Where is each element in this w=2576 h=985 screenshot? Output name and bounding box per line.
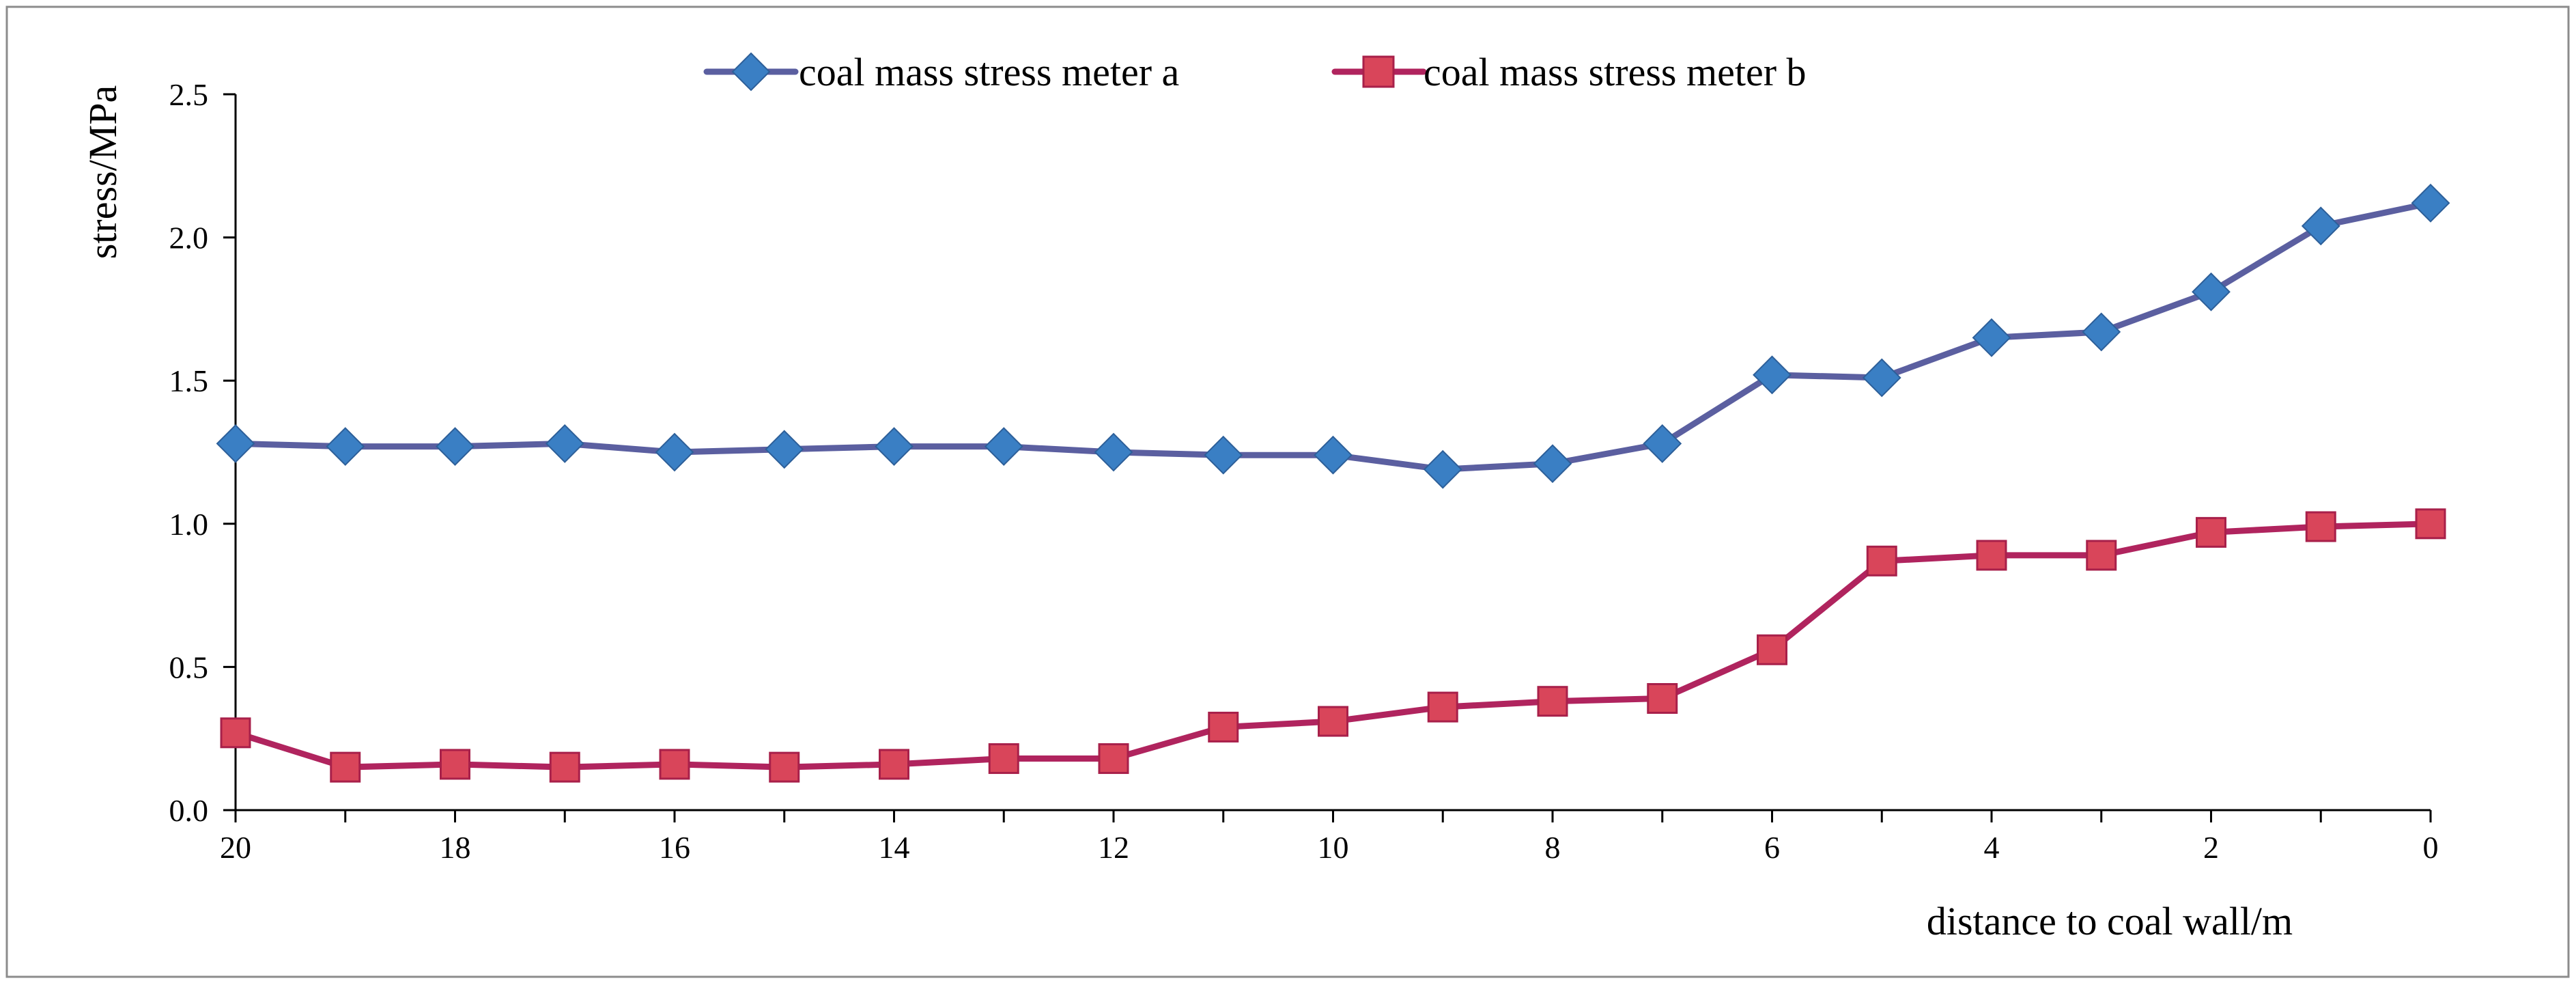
data-point-diamond [1643, 424, 1682, 463]
data-point-square [1318, 706, 1348, 737]
data-point-square [2305, 511, 2336, 542]
legend-marker-diamond [731, 52, 771, 92]
x-axis: 20 18 16 14 12 10 8 6 4 2 0 [220, 809, 2439, 865]
data-point-square [1757, 634, 1787, 665]
data-point-square [1647, 683, 1678, 715]
data-point-diamond [326, 427, 365, 467]
y-tick-label: 0.5 [169, 650, 209, 684]
data-point-diamond [1862, 358, 1901, 398]
x-tick-label: 10 [1318, 830, 1349, 865]
data-point-square [1537, 686, 1568, 717]
series-a [216, 183, 2450, 489]
x-tick-label: 2 [2203, 830, 2219, 865]
series-b [220, 508, 2446, 783]
chart-frame [5, 5, 2570, 978]
y-tick-label: 2.5 [169, 77, 209, 112]
data-point-square [440, 749, 470, 780]
legend: coal mass stress meter a coal mass stres… [703, 50, 1807, 94]
legend-item-series-a: coal mass stress meter a [703, 50, 1179, 94]
data-point-diamond [2082, 312, 2121, 352]
data-point-diamond [436, 427, 475, 467]
data-point-diamond [1423, 449, 1462, 489]
data-point-square [1098, 743, 1129, 775]
data-point-diamond [2192, 272, 2231, 311]
data-point-square [220, 717, 251, 749]
data-point-diamond [765, 430, 804, 469]
data-point-square [2086, 540, 2117, 571]
data-point-square [769, 751, 800, 783]
y-axis: 0.0 0.5 1.0 1.5 2.0 2.5 [169, 77, 237, 828]
data-point-square [1208, 711, 1239, 743]
y-tick-label: 1.5 [169, 363, 209, 398]
x-tick-label: 4 [1984, 830, 2000, 865]
x-tick-label: 16 [659, 830, 690, 865]
legend-item-series-b: coal mass stress meter b [1331, 50, 1807, 94]
data-point-diamond [545, 424, 584, 463]
data-point-square [2196, 516, 2226, 548]
data-point-square [549, 751, 580, 783]
legend-label-series-a: coal mass stress meter a [799, 50, 1179, 94]
data-point-square [1976, 540, 2007, 571]
data-point-diamond [1972, 318, 2011, 357]
legend-label-series-b: coal mass stress meter b [1424, 50, 1807, 94]
x-axis-title: distance to coal wall/m [1927, 899, 2293, 943]
y-tick-label: 0.0 [169, 793, 209, 828]
data-point-diamond [1533, 444, 1572, 484]
x-tick-label: 6 [1764, 830, 1780, 865]
legend-marker-square [1362, 55, 1395, 88]
data-point-diamond [1204, 435, 1243, 475]
data-point-square [1427, 691, 1458, 723]
y-axis-title: stress/MPa [81, 85, 125, 260]
data-point-diamond [655, 432, 694, 472]
data-point-diamond [984, 427, 1023, 467]
data-point-diamond [2411, 183, 2450, 223]
x-tick-label: 18 [440, 830, 471, 865]
data-point-diamond [1753, 355, 1792, 395]
data-point-square [659, 749, 690, 780]
data-point-diamond [2301, 206, 2340, 246]
x-tick-label: 0 [2423, 830, 2439, 865]
y-tick-label: 1.0 [169, 507, 209, 542]
x-tick-label: 8 [1545, 830, 1561, 865]
data-point-diamond [875, 427, 914, 467]
x-tick-label: 12 [1098, 830, 1129, 865]
data-point-diamond [1314, 435, 1353, 475]
y-tick-label: 2.0 [169, 221, 209, 255]
x-tick-label: 14 [879, 830, 910, 865]
data-point-square [879, 749, 909, 780]
x-tick-label: 20 [220, 830, 251, 865]
data-point-square [1866, 545, 1897, 577]
plot-area [216, 183, 2450, 783]
data-point-square [988, 743, 1019, 775]
data-point-square [2415, 508, 2446, 540]
data-point-diamond [1094, 432, 1133, 472]
data-point-square [330, 751, 361, 783]
data-point-diamond [216, 424, 255, 463]
